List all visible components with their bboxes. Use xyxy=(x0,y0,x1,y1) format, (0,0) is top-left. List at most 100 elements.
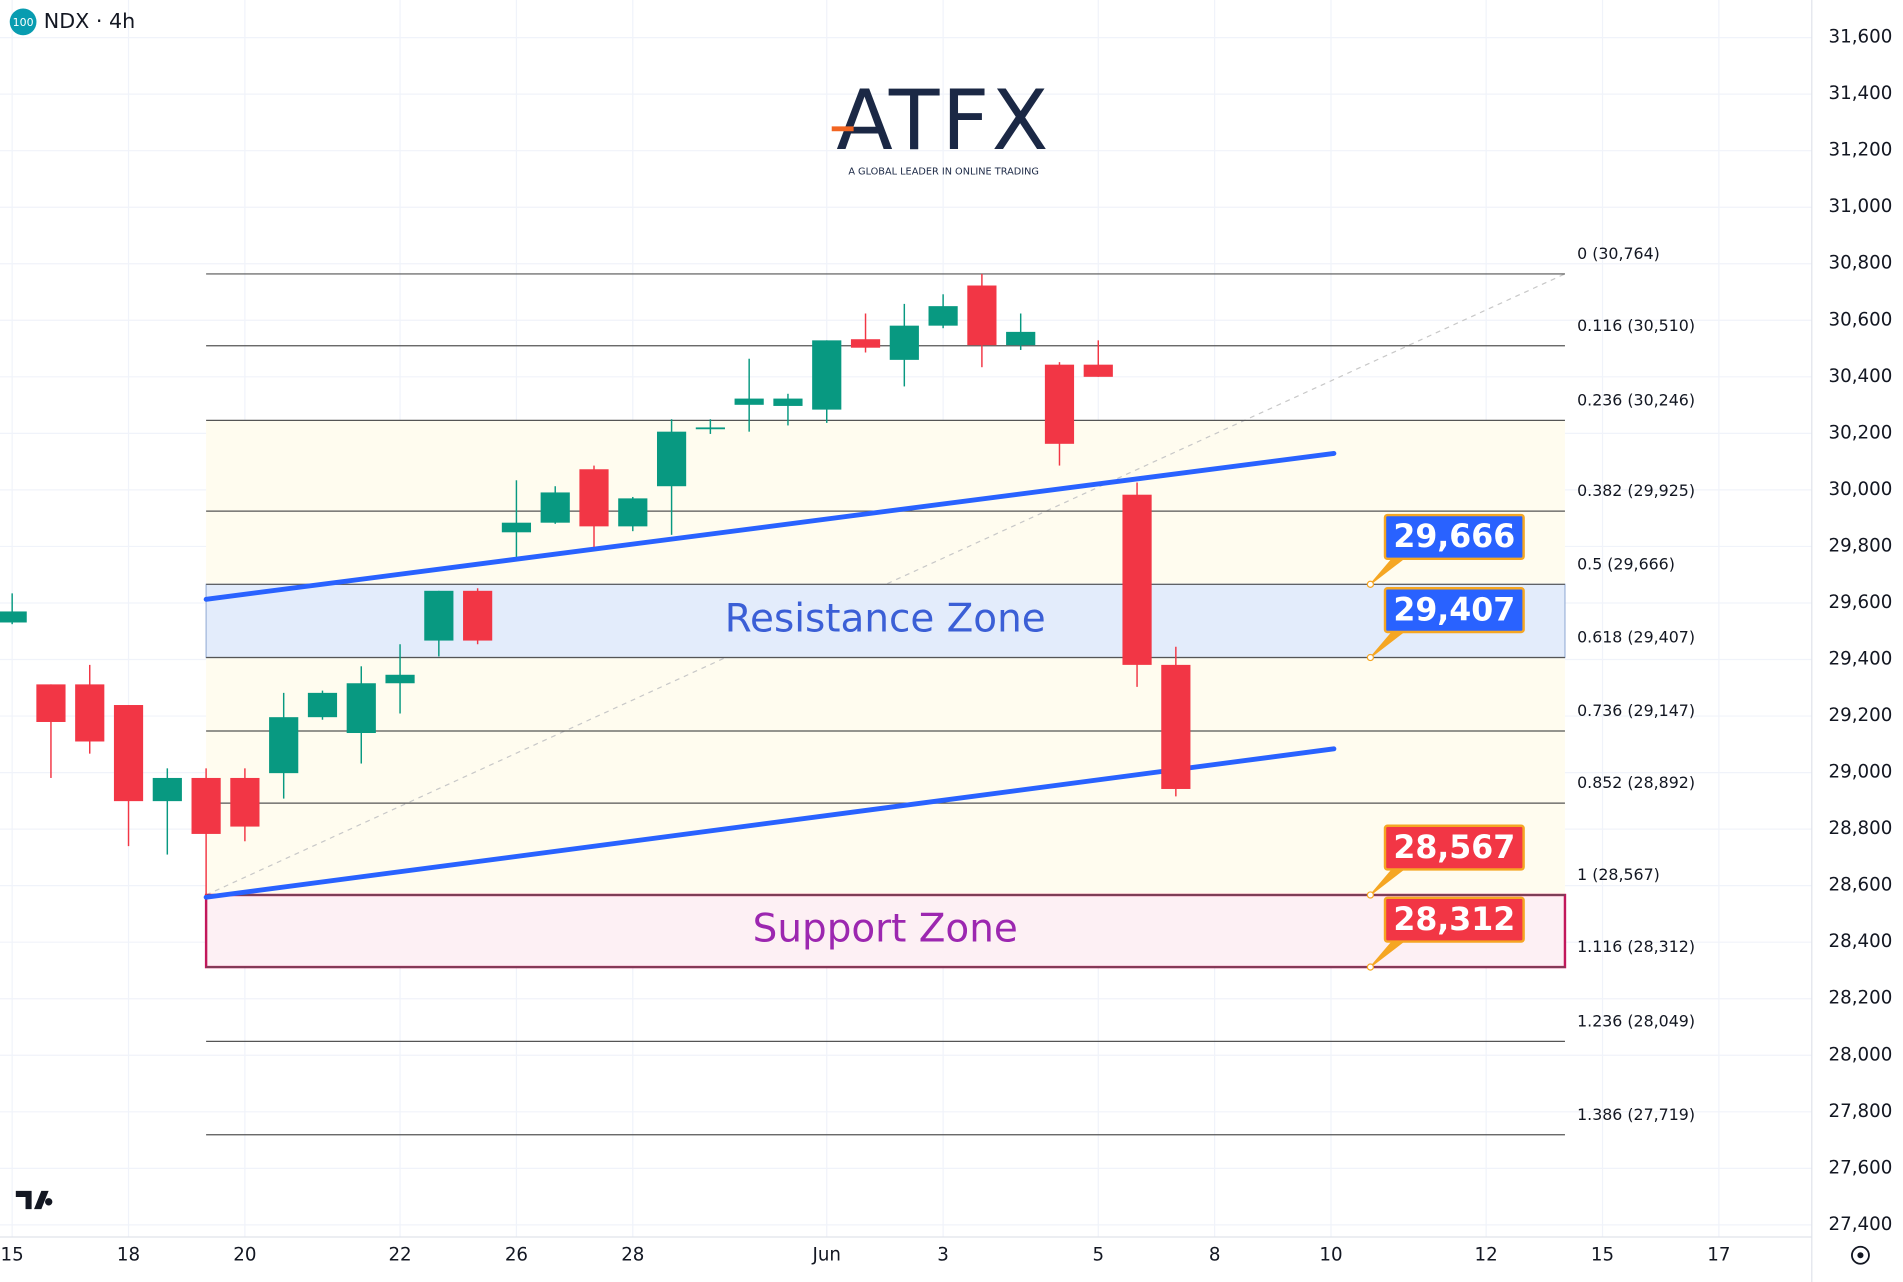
fib-label: 0.852 (28,892) xyxy=(1577,773,1695,792)
fib-label: 1.116 (28,312) xyxy=(1577,937,1695,956)
y-tick-label: 29,400 xyxy=(1829,649,1893,670)
fib-label: 0 (30,764) xyxy=(1577,244,1660,263)
x-tick-label: 18 xyxy=(117,1244,140,1265)
zone xyxy=(204,893,1567,969)
x-tick-label: 12 xyxy=(1475,1244,1498,1265)
logo-accent xyxy=(831,126,854,132)
zone-label: Resistance Zone xyxy=(725,596,1046,641)
y-tick-label: 28,600 xyxy=(1829,875,1893,896)
y-tick-label: 30,200 xyxy=(1829,422,1893,443)
fib-label: 0.116 (30,510) xyxy=(1577,316,1695,335)
symbol-title[interactable]: NDX · 4h xyxy=(44,9,135,33)
fib-label: 0.618 (29,407) xyxy=(1577,628,1695,647)
candle-body xyxy=(307,692,338,718)
fib-label: 1.386 (27,719) xyxy=(1577,1105,1695,1124)
candle-body xyxy=(618,498,648,527)
y-tick-label: 31,000 xyxy=(1829,196,1893,217)
y-tick-label: 27,800 xyxy=(1829,1101,1893,1122)
tv-logo xyxy=(15,1190,53,1210)
callout-label: 29,407 xyxy=(1393,592,1515,628)
y-tick-label: 30,400 xyxy=(1829,366,1893,387)
y-tick-label: 29,000 xyxy=(1829,762,1893,783)
candle-body xyxy=(928,306,958,326)
y-tick-label: 31,600 xyxy=(1829,27,1893,48)
candle-body xyxy=(191,777,221,834)
fib-label: 0.5 (29,666) xyxy=(1577,554,1675,573)
x-tick-label: 28 xyxy=(621,1244,644,1265)
candle-body xyxy=(36,684,66,722)
callout-label: 28,567 xyxy=(1393,830,1515,866)
x-tick-label: 26 xyxy=(505,1244,528,1265)
x-tick-label: 20 xyxy=(233,1244,256,1265)
fib-label: 0.382 (29,925) xyxy=(1577,481,1695,500)
x-tick-label: Jun xyxy=(812,1244,841,1265)
logo-name: ATFX xyxy=(836,73,1051,169)
y-tick-label: 30,600 xyxy=(1829,309,1893,330)
candle-body xyxy=(1161,664,1191,789)
x-tick-label: 5 xyxy=(1092,1244,1104,1265)
callout-box xyxy=(1383,896,1525,943)
fib-label: 0.236 (30,246) xyxy=(1577,390,1695,409)
candle-body xyxy=(812,340,842,410)
candle-body xyxy=(230,777,260,827)
candle-body xyxy=(1122,494,1152,665)
candle-body xyxy=(75,684,105,742)
candle-body xyxy=(540,492,570,523)
candle-body xyxy=(501,522,532,533)
x-tick-label: 8 xyxy=(1209,1244,1221,1265)
y-tick-label: 31,200 xyxy=(1829,140,1893,161)
fib-label: 1.236 (28,049) xyxy=(1577,1011,1695,1030)
callout-anchor xyxy=(1366,580,1375,588)
y-tick-label: 30,000 xyxy=(1829,479,1893,500)
candle-body xyxy=(463,590,493,641)
candle-body xyxy=(579,469,609,527)
candle-body xyxy=(0,611,27,623)
callout-label: 28,312 xyxy=(1393,902,1515,938)
trend-line xyxy=(203,450,1337,602)
callout-anchor xyxy=(1366,891,1375,899)
candle-body xyxy=(773,398,803,406)
candle-body xyxy=(1044,364,1075,444)
y-tick-label: 27,400 xyxy=(1829,1214,1893,1235)
candle-body xyxy=(346,683,376,734)
settings-icon-dot[interactable] xyxy=(1857,1252,1864,1259)
y-tick-label: 30,800 xyxy=(1829,253,1893,274)
callout-box xyxy=(1383,587,1525,634)
y-tick-label: 28,400 xyxy=(1829,931,1893,952)
logo-tagline: A GLOBAL LEADER IN ONLINE TRADING xyxy=(848,166,1039,177)
callout-box xyxy=(1383,824,1525,871)
fib-label: 1 (28,567) xyxy=(1577,865,1660,884)
candle-body xyxy=(152,777,182,802)
x-tick-label: 17 xyxy=(1707,1244,1730,1265)
candle-body xyxy=(656,431,687,487)
symbol-badge-text: 100 xyxy=(13,16,34,29)
candle-body xyxy=(1083,364,1113,377)
fib-trend xyxy=(205,273,1566,896)
x-tick-label: 15 xyxy=(1,1244,24,1265)
zone-label: Support Zone xyxy=(753,907,1018,952)
callout-anchor xyxy=(1366,963,1375,971)
settings-icon[interactable] xyxy=(1851,1245,1870,1265)
callout-box xyxy=(1383,513,1525,561)
callout-label: 29,666 xyxy=(1393,519,1515,555)
y-tick-label: 29,200 xyxy=(1829,705,1893,726)
x-tick-label: 22 xyxy=(388,1244,411,1265)
y-tick-label: 27,600 xyxy=(1829,1157,1893,1178)
candle-body xyxy=(1006,331,1036,346)
fib-label: 0.736 (29,147) xyxy=(1577,701,1695,720)
y-tick-label: 28,800 xyxy=(1829,818,1893,839)
y-tick-label: 29,800 xyxy=(1829,535,1893,556)
x-tick-label: 3 xyxy=(937,1244,949,1265)
symbol-badge xyxy=(9,8,37,36)
candle-body xyxy=(113,705,144,802)
candle-body xyxy=(889,325,919,360)
trend-line xyxy=(203,746,1337,900)
candle-body xyxy=(850,339,881,348)
candle-body xyxy=(385,674,415,684)
candle-body xyxy=(967,285,997,346)
y-tick-label: 28,000 xyxy=(1829,1044,1893,1065)
x-tick-label: 10 xyxy=(1319,1244,1342,1265)
candle-body xyxy=(695,427,725,430)
